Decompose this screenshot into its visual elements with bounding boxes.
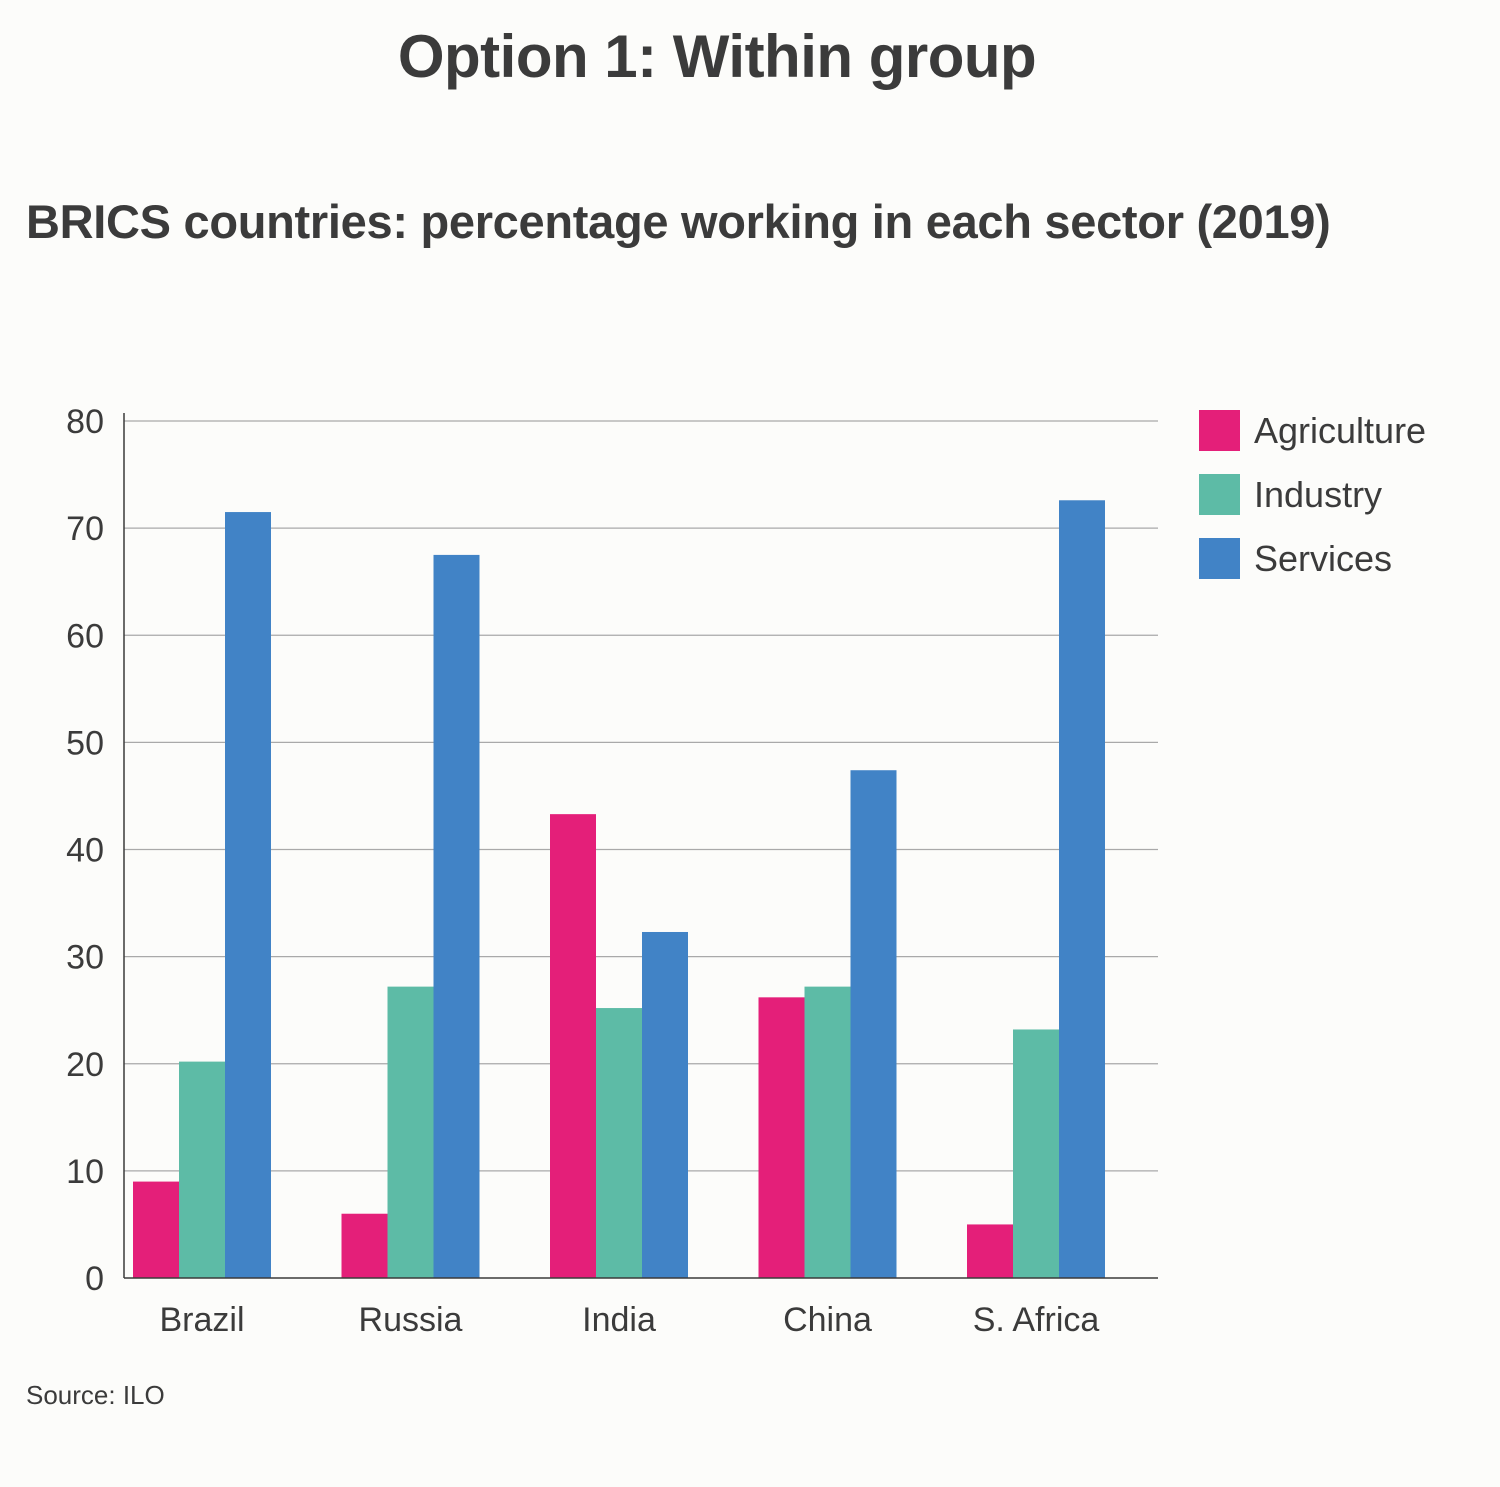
- y-tick-label: 20: [66, 1046, 104, 1084]
- y-tick-label: 10: [66, 1153, 104, 1191]
- bar-services-india: [642, 931, 688, 1278]
- bar-industry-india: [596, 1008, 642, 1278]
- x-tick-label: India: [582, 1301, 656, 1339]
- y-tick-label: 70: [66, 510, 104, 548]
- y-tick-label: 0: [85, 1260, 104, 1298]
- bar-agriculture-brazil: [133, 1181, 179, 1278]
- x-tick-label: Russia: [359, 1301, 463, 1339]
- bar-services-russia: [433, 554, 480, 1278]
- y-tick-label: 40: [66, 832, 104, 870]
- y-tick-label: 80: [66, 403, 104, 441]
- bar-services-brazil: [225, 512, 271, 1278]
- bar-services-s-africa: [1059, 500, 1105, 1279]
- chart-title: BRICS countries: percentage working in e…: [26, 195, 1331, 248]
- axes: 0 10 20 30 40 50 60 70 80 Brazil Russia India China S…: [66, 403, 1158, 1339]
- gridlines: [124, 420, 1158, 1172]
- legend-label-industry: Industry: [1254, 474, 1382, 515]
- bar-agriculture-russia: [341, 1213, 388, 1278]
- y-tick-label: 30: [66, 939, 104, 977]
- x-tick-label: S. Africa: [973, 1301, 1100, 1339]
- x-tick-label: Brazil: [159, 1301, 244, 1339]
- y-tick-label: 60: [66, 617, 104, 655]
- bar-industry-russia: [387, 986, 434, 1278]
- legend-swatch-services: [1199, 538, 1240, 579]
- page-title: Option 1: Within group: [397, 23, 1037, 90]
- legend: Agriculture Industry Services: [1199, 410, 1426, 579]
- legend-label-agriculture: Agriculture: [1254, 410, 1426, 451]
- bar-industry-brazil: [179, 1061, 225, 1278]
- legend-label-services: Services: [1254, 538, 1392, 579]
- bar-industry-china: [804, 986, 851, 1278]
- bar-agriculture-s-africa: [967, 1224, 1013, 1278]
- source-note: Source: ILO: [26, 1380, 165, 1410]
- bar-industry-s-africa: [1013, 1029, 1059, 1278]
- bar-agriculture-india: [550, 814, 596, 1278]
- bar-agriculture-china: [758, 997, 805, 1278]
- legend-swatch-agriculture: [1199, 410, 1240, 451]
- y-tick-label: 50: [66, 724, 104, 762]
- bars: [133, 500, 1105, 1279]
- legend-swatch-industry: [1199, 474, 1240, 515]
- bar-services-china: [850, 770, 897, 1278]
- x-tick-label: China: [783, 1301, 872, 1339]
